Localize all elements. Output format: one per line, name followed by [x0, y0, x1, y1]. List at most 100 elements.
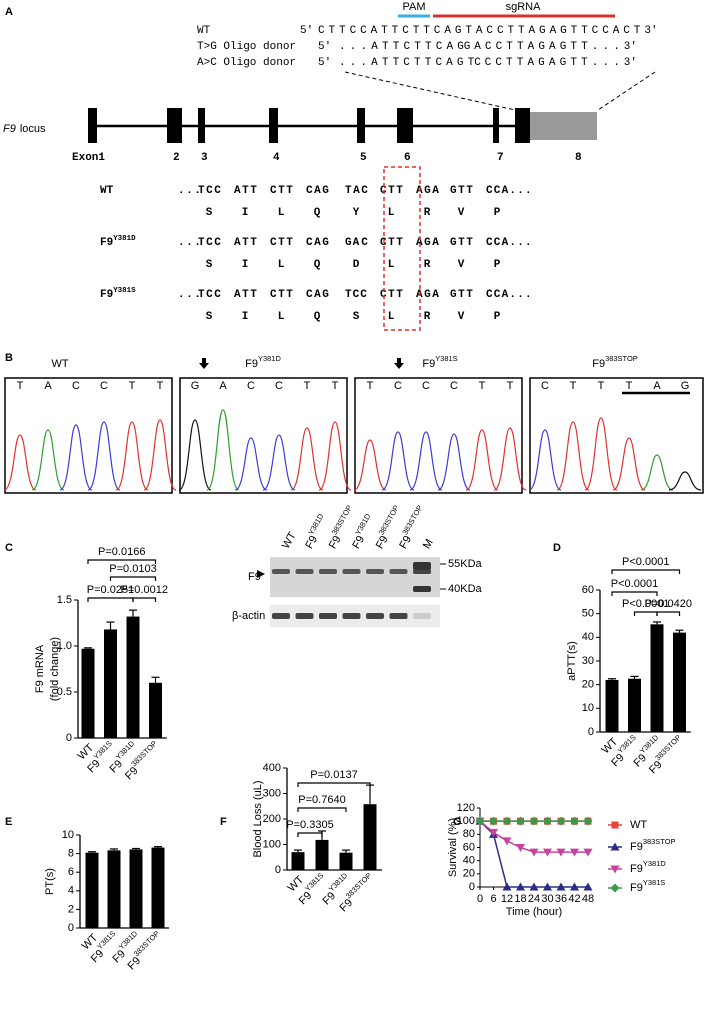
- panel-label: F: [220, 816, 227, 828]
- codon: ...: [178, 237, 201, 249]
- panel-label: E: [5, 816, 12, 828]
- y-tick-label: 60: [582, 584, 594, 596]
- codon-part: C: [360, 289, 367, 301]
- trace-title: F9383STOP: [592, 354, 638, 369]
- trace-title: F9Y381D: [245, 354, 281, 369]
- exon: [397, 108, 413, 143]
- significance-bracket: [297, 807, 347, 812]
- base-call: C: [450, 380, 458, 392]
- bar: [650, 624, 664, 732]
- codon: TCC: [198, 185, 221, 197]
- p-value: P<0.0001: [611, 578, 658, 590]
- panel-label: C: [5, 542, 13, 554]
- peak: [353, 439, 387, 491]
- peak: [584, 417, 618, 491]
- y-tick-label: 300: [263, 787, 281, 799]
- bar: [151, 847, 165, 928]
- x-tick-label-base: F9: [297, 890, 315, 908]
- y-tick-label: 50: [582, 608, 594, 620]
- exon: [515, 108, 530, 143]
- exon-utr: [530, 112, 597, 140]
- amino-acid: L: [388, 259, 395, 271]
- p-value: P=0.0420: [645, 598, 692, 610]
- x-tick-label-sup: Y381D: [327, 871, 350, 894]
- legend-label-sup: 383STOP: [643, 837, 676, 846]
- codon: AGA: [416, 237, 439, 249]
- y-tick-label: 1.5: [57, 594, 72, 606]
- marker: [543, 816, 552, 826]
- x-tick-label: 6: [490, 893, 496, 905]
- amino-acid: Q: [314, 259, 321, 271]
- x-tick-label-base: F9: [123, 765, 141, 783]
- band: [413, 569, 431, 574]
- x-tick-label: 0: [477, 893, 483, 905]
- locus-gene: F9: [3, 123, 16, 135]
- trace-title-base: F9: [592, 358, 605, 370]
- legend-marker: [611, 821, 619, 829]
- pam-label: PAM: [402, 1, 425, 13]
- y-axis-label: F9 mRNA: [34, 644, 46, 693]
- band: [342, 569, 361, 574]
- amino-acid: L: [278, 311, 285, 323]
- x-tick-label-base: F9: [107, 758, 125, 776]
- exon-label: 8: [575, 152, 582, 164]
- codon-part: G: [345, 237, 352, 249]
- arrow: [199, 358, 209, 369]
- lane-label-base: M: [421, 537, 436, 551]
- sequence: CCTTAGAGTT...: [485, 57, 620, 69]
- exon: [269, 108, 278, 143]
- amino-acid: L: [388, 311, 395, 323]
- y-tick-label: 1.0: [57, 640, 72, 652]
- trace-title-base: F9: [422, 358, 435, 370]
- codon: ...: [178, 289, 201, 301]
- bar: [107, 850, 121, 928]
- lane-label-sup: 383STOP: [377, 504, 401, 537]
- significance-bracket: [132, 597, 157, 602]
- p-value: P=0.7640: [298, 794, 345, 806]
- y-tick-label: 40: [582, 631, 594, 643]
- sequence: CTTCCATTCTTCAGTACCTTAGAGTTCCACT: [318, 25, 641, 37]
- row-name: A>C Oligo donor: [197, 57, 296, 69]
- lane-label-sup: Y381D: [354, 512, 374, 537]
- three-prime: 3′: [624, 57, 637, 69]
- p-value: P=0.0103: [109, 563, 156, 575]
- five-prime: 5′: [318, 41, 331, 53]
- base-call: A: [653, 380, 661, 392]
- legend-label-sup: Y381S: [643, 878, 665, 887]
- amino-acid: R: [424, 259, 431, 271]
- lane-label-sup: Y381D: [307, 512, 327, 537]
- marker: [502, 882, 512, 891]
- blot-row-label: β-actin: [232, 610, 265, 622]
- codon: CCA...: [486, 185, 532, 197]
- lane-label: WT: [280, 530, 299, 551]
- amino-acid: L: [278, 207, 285, 219]
- peak: [556, 421, 590, 491]
- exon: [167, 108, 182, 143]
- codon: ATT: [234, 185, 257, 197]
- p-value: P=0.3305: [286, 819, 333, 831]
- zoom-line: [597, 71, 656, 111]
- peak: [668, 471, 702, 491]
- exon-label: 2: [173, 152, 180, 164]
- y-tick-label: 10: [62, 829, 74, 841]
- amino-acid: P: [494, 259, 501, 271]
- y-tick-label: 120: [457, 802, 475, 814]
- bar: [149, 682, 162, 738]
- bar: [291, 852, 305, 870]
- base-call: G: [191, 380, 200, 392]
- peak: [409, 431, 443, 491]
- amino-acid: L: [388, 207, 395, 219]
- y-tick-label: 6: [68, 866, 74, 878]
- base-call: C: [247, 380, 255, 392]
- allele-name-base: WT: [100, 185, 114, 197]
- amino-acid: V: [458, 311, 465, 323]
- trace-title-base: WT: [51, 358, 68, 370]
- legend-label-base: F9: [630, 882, 643, 894]
- codon: TCC: [198, 289, 221, 301]
- y-tick-label: 0: [275, 864, 281, 876]
- x-tick-label-base: F9: [631, 752, 649, 770]
- codon-part: C: [353, 289, 360, 301]
- band-arrow: [257, 570, 265, 578]
- trace-title: WT: [51, 358, 68, 370]
- lane-label-base: F9: [327, 534, 344, 551]
